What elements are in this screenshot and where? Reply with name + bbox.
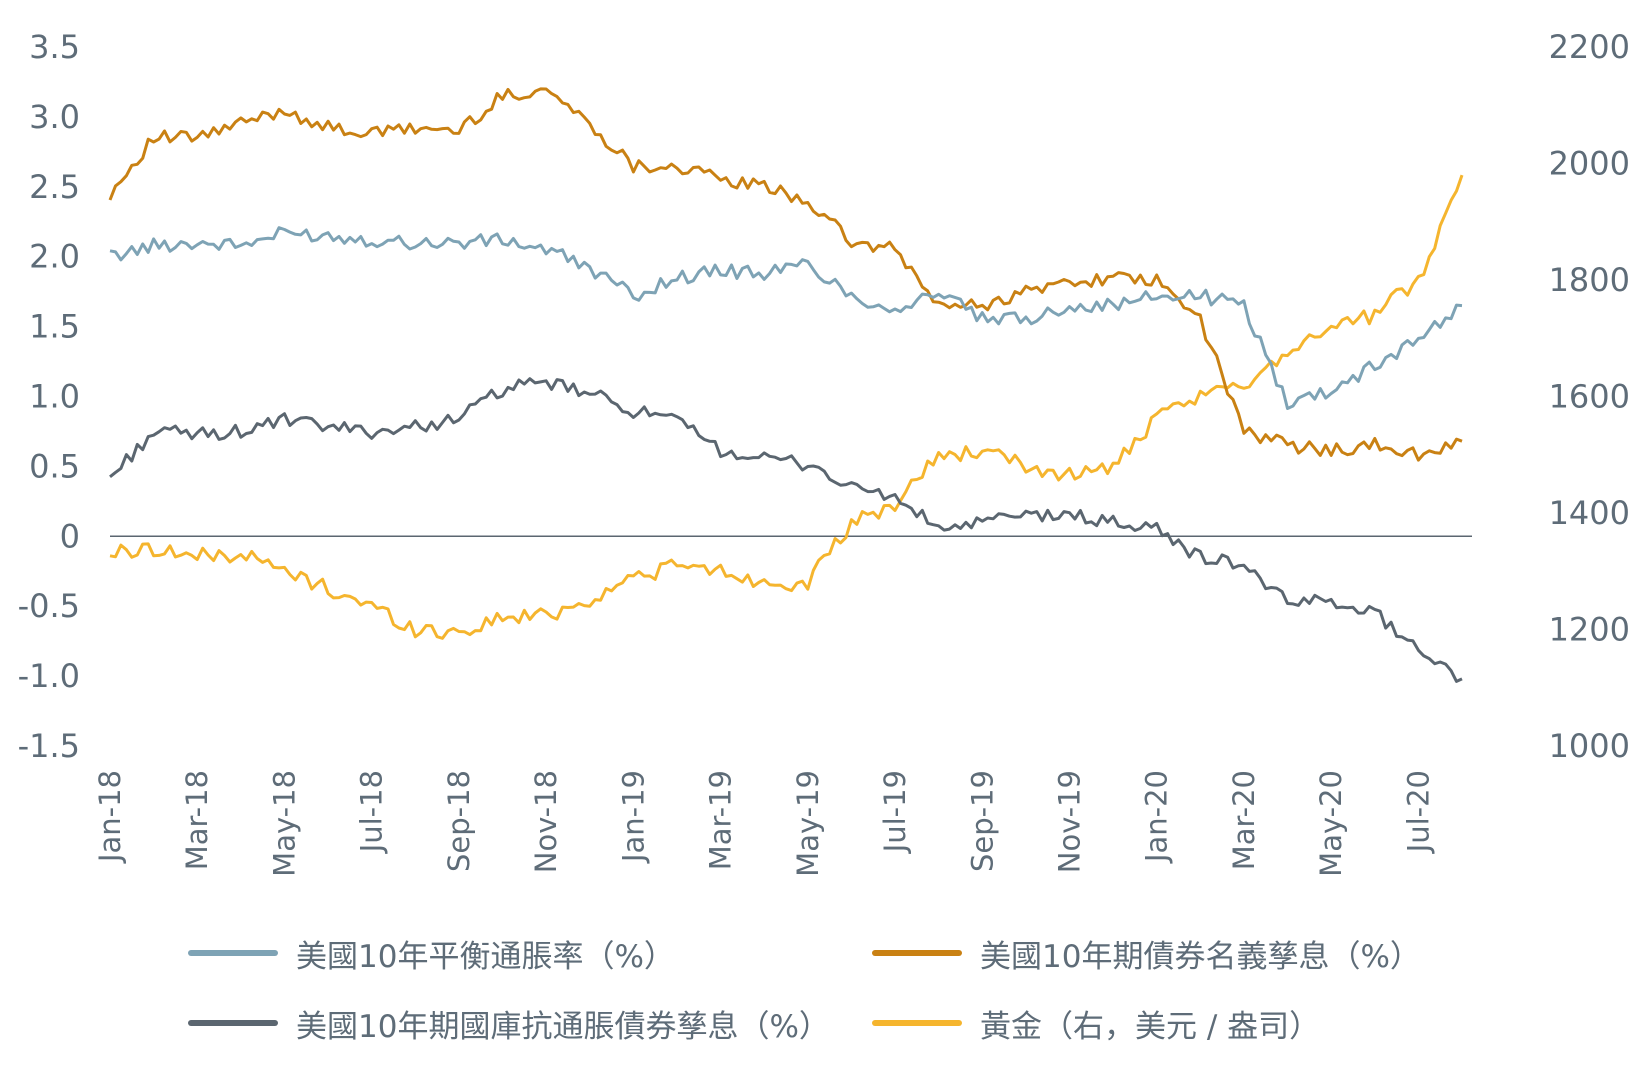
series-line <box>109 174 1464 640</box>
y-left-tick-label: 1.5 <box>29 308 80 346</box>
y-right-tick-label: 1200 <box>1549 611 1630 649</box>
x-tick-label: Mar-19 <box>704 770 738 870</box>
y-right-tick-label: 2000 <box>1549 145 1630 183</box>
legend-label: 美國10年期債券名義孳息（%） <box>980 938 1421 975</box>
x-tick-label: May-18 <box>267 770 301 877</box>
y-left-tick-label: 0.5 <box>29 447 80 485</box>
y-left-tick-label: 2.0 <box>29 238 80 276</box>
x-tick-label: Jan-19 <box>616 770 650 864</box>
legend-item-tips-yield: 美國10年期國庫抗通脹債券孳息（%） <box>188 1003 830 1045</box>
x-tick-label: May-20 <box>1314 770 1348 877</box>
x-tick-label: Sep-19 <box>965 770 999 872</box>
y-left-tick-label: 3.5 <box>29 28 80 66</box>
x-tick-label: May-19 <box>791 770 825 877</box>
y-right-tick-label: 1400 <box>1549 494 1630 532</box>
legend-item-breakeven: 美國10年平衡通脹率（%） <box>188 933 675 975</box>
legend-swatch <box>188 950 278 956</box>
y-left-tick-label: 1.0 <box>29 378 80 416</box>
y-right-tick-label: 1800 <box>1549 261 1630 299</box>
legend-item-nominal-yield: 美國10年期債券名義孳息（%） <box>872 933 1421 975</box>
x-tick-label: Jul-20 <box>1401 770 1435 854</box>
legend-label: 美國10年期國庫抗通脹債券孳息（%） <box>296 1008 830 1045</box>
y-right-tick-label: 1600 <box>1549 378 1630 416</box>
legend: 美國10年平衡通脹率（%） 美國10年期債券名義孳息（%） 美國10年期國庫抗通… <box>0 925 1638 1065</box>
x-tick-label: Jul-18 <box>355 770 389 854</box>
y-left-tick-label: -1.0 <box>18 657 80 695</box>
x-tick-label: Sep-18 <box>442 770 476 872</box>
x-tick-label: Mar-18 <box>180 770 214 870</box>
y-right-tick-label: 2200 <box>1549 28 1630 66</box>
legend-item-gold: 黃金（右，美元 / 盎司） <box>872 1003 1321 1045</box>
x-tick-label: Jul-19 <box>878 770 912 854</box>
legend-label: 黃金（右，美元 / 盎司） <box>980 1008 1321 1045</box>
x-tick-label: Nov-18 <box>529 770 563 873</box>
series-line <box>108 87 1463 462</box>
line-chart: 3.5 3.0 2.5 2.0 1.5 1.0 0.5 0 -0.5 -1.0 -1.5 2200 20… <box>18 28 1630 877</box>
y-left-tick-label: 2.5 <box>29 168 80 206</box>
y-left-tick-label: -1.5 <box>18 727 80 765</box>
series-line <box>109 226 1463 410</box>
x-tick-label: Nov-19 <box>1052 770 1086 873</box>
y-left-tick-label: 3.0 <box>29 98 80 136</box>
y-right-tick-label: 1000 <box>1549 727 1630 765</box>
y-left-tick-label: 0 <box>60 517 80 555</box>
legend-swatch <box>188 1020 278 1026</box>
legend-swatch <box>872 950 962 956</box>
x-tick-label: Mar-20 <box>1227 770 1261 870</box>
x-tick-label: Jan-20 <box>1140 770 1174 864</box>
legend-swatch <box>872 1020 962 1026</box>
series-line <box>109 377 1463 683</box>
legend-label: 美國10年平衡通脹率（%） <box>296 938 675 975</box>
x-tick-label: Jan-18 <box>93 770 127 864</box>
y-left-tick-label: -0.5 <box>18 587 80 625</box>
